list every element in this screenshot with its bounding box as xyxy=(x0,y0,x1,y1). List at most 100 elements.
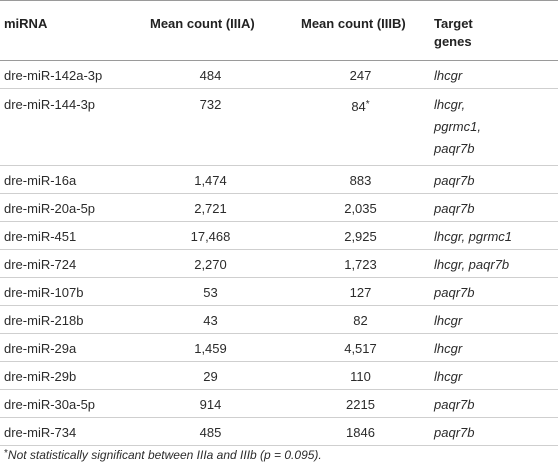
target-gene: lhcgr xyxy=(434,341,463,356)
target-gene: paqr7b xyxy=(434,285,475,300)
cell-mirna: dre-miR-724 xyxy=(4,257,77,272)
cell-mean-count-iiib: 1,723 xyxy=(287,250,432,278)
cell-mean-count-iiib: 883 xyxy=(287,166,432,194)
cell-mean-count-iiib: 1846 xyxy=(287,418,432,446)
header-target-line1: Target xyxy=(434,16,473,31)
cell-mean-count-iiib: 2,925 xyxy=(287,222,432,250)
cell-mean-count-iiib: 84* xyxy=(287,89,432,166)
target-gene: lhcgr, paqr7b xyxy=(434,257,510,272)
cell-target-genes: paqr7b xyxy=(432,418,558,446)
cell-mean-count-iiia: 43 xyxy=(203,313,218,328)
target-gene: pgrmc1, xyxy=(434,119,481,134)
table-row: dre-miR-142a-3p 484 247 lhcgr xyxy=(0,61,558,89)
header-row: miRNA Mean count (IIIA) Mean count (IIIB… xyxy=(0,0,558,61)
cell-mirna: dre-miR-29b xyxy=(4,369,77,384)
header-mirna: miRNA xyxy=(4,16,48,31)
cell-mean-count-iiib-value: 1846 xyxy=(346,425,375,440)
cell-mirna: dre-miR-734 xyxy=(4,425,77,440)
cell-mean-count-iiia: 914 xyxy=(199,397,222,412)
cell-mirna: dre-miR-144-3p xyxy=(4,97,96,112)
table-header: miRNA Mean count (IIIA) Mean count (IIIB… xyxy=(0,0,558,61)
header-mean-count-iiia: Mean count (IIIA) xyxy=(150,16,255,31)
target-gene: paqr7b xyxy=(434,201,475,216)
table-row: dre-miR-29b 29 110 lhcgr xyxy=(0,362,558,390)
target-gene: lhcgr xyxy=(434,68,463,83)
table-row: dre-miR-144-3p 732 84* lhcgr, pgrmc1, paqr7b xyxy=(0,89,558,166)
cell-mean-count-iiib: 4,517 xyxy=(287,334,432,362)
cell-mirna: dre-miR-218b xyxy=(4,313,84,328)
cell-mean-count-iiia: 2,721 xyxy=(194,201,227,216)
table-row: dre-miR-218b 43 82 lhcgr xyxy=(0,306,558,334)
mirna-table: miRNA Mean count (IIIA) Mean count (IIIB… xyxy=(0,0,558,446)
significance-marker: * xyxy=(365,99,370,110)
cell-target-genes: lhcgr, pgrmc1, paqr7b xyxy=(432,89,558,166)
cell-mean-count-iiia: 17,468 xyxy=(190,229,231,244)
cell-mean-count-iiib-value: 127 xyxy=(349,285,372,300)
cell-mirna: dre-miR-30a-5p xyxy=(4,397,96,412)
cell-target-genes: paqr7b xyxy=(432,390,558,418)
table-row: dre-miR-451 17,468 2,925 lhcgr, pgrmc1 xyxy=(0,222,558,250)
cell-mean-count-iiib-value: 84 xyxy=(351,99,366,114)
cell-mirna: dre-miR-29a xyxy=(4,341,77,356)
cell-mirna: dre-miR-142a-3p xyxy=(4,68,103,83)
cell-mirna: dre-miR-107b xyxy=(4,285,84,300)
cell-mean-count-iiib: 110 xyxy=(287,362,432,390)
header-mean-count-iiib: Mean count (IIIB) xyxy=(301,16,406,31)
footnote-marker: * xyxy=(4,448,8,459)
table-row: dre-miR-734 485 1846 paqr7b xyxy=(0,418,558,446)
table-row: dre-miR-724 2,270 1,723 lhcgr, paqr7b xyxy=(0,250,558,278)
cell-target-genes: lhcgr xyxy=(432,362,558,390)
target-gene: paqr7b xyxy=(434,141,475,156)
table-footnote: *Not statistically significant between I… xyxy=(4,448,322,462)
cell-mean-count-iiib-value: 2,035 xyxy=(344,201,377,216)
cell-target-genes: paqr7b xyxy=(432,278,558,306)
target-gene: paqr7b xyxy=(434,173,475,188)
cell-target-genes: lhcgr xyxy=(432,61,558,89)
cell-target-genes: paqr7b xyxy=(432,194,558,222)
cell-mirna: dre-miR-16a xyxy=(4,173,77,188)
cell-mean-count-iiib-value: 247 xyxy=(349,68,372,83)
table-row: dre-miR-30a-5p 914 2215 paqr7b xyxy=(0,390,558,418)
table-row: dre-miR-29a 1,459 4,517 lhcgr xyxy=(0,334,558,362)
target-gene: lhcgr xyxy=(434,369,463,384)
cell-mean-count-iiib: 2,035 xyxy=(287,194,432,222)
cell-target-genes: lhcgr, pgrmc1 xyxy=(432,222,558,250)
table-body: dre-miR-142a-3p 484 247 lhcgr dre-miR-144-3p… xyxy=(0,61,558,446)
cell-mean-count-iiib: 127 xyxy=(287,278,432,306)
cell-mean-count-iiia: 485 xyxy=(199,425,222,440)
cell-mean-count-iiib-value: 4,517 xyxy=(344,341,377,356)
cell-mean-count-iiia: 1,474 xyxy=(194,173,227,188)
cell-target-genes: lhcgr xyxy=(432,334,558,362)
table-row: dre-miR-20a-5p 2,721 2,035 paqr7b xyxy=(0,194,558,222)
cell-mean-count-iiib-value: 110 xyxy=(350,369,371,384)
table-row: dre-miR-16a 1,474 883 paqr7b xyxy=(0,166,558,194)
cell-mean-count-iiib: 247 xyxy=(287,61,432,89)
target-gene: lhcgr, xyxy=(434,97,466,112)
table-row: dre-miR-107b 53 127 paqr7b xyxy=(0,278,558,306)
target-gene: paqr7b xyxy=(434,397,475,412)
cell-mean-count-iiia: 732 xyxy=(199,97,222,112)
cell-mean-count-iiia: 2,270 xyxy=(194,257,227,272)
cell-mean-count-iiib-value: 2215 xyxy=(346,397,375,412)
target-gene: lhcgr, pgrmc1 xyxy=(434,229,513,244)
cell-target-genes: lhcgr xyxy=(432,306,558,334)
cell-mirna: dre-miR-20a-5p xyxy=(4,201,96,216)
header-target-genes: Target genes xyxy=(432,1,558,61)
cell-target-genes: lhcgr, paqr7b xyxy=(432,250,558,278)
cell-mean-count-iiib-value: 883 xyxy=(349,173,372,188)
cell-mirna: dre-miR-451 xyxy=(4,229,77,244)
target-gene: paqr7b xyxy=(434,425,475,440)
cell-mean-count-iiib-value: 2,925 xyxy=(344,229,377,244)
cell-mean-count-iiia: 53 xyxy=(203,285,218,300)
cell-mean-count-iiia: 29 xyxy=(203,369,218,384)
cell-mean-count-iiia: 484 xyxy=(199,68,222,83)
mirna-table-container: miRNA Mean count (IIIA) Mean count (IIIB… xyxy=(0,0,558,446)
cell-mean-count-iiib: 82 xyxy=(287,306,432,334)
cell-mean-count-iiib-value: 82 xyxy=(353,313,368,328)
cell-mean-count-iiib-value: 1,723 xyxy=(344,257,377,272)
cell-target-genes: paqr7b xyxy=(432,166,558,194)
cell-mean-count-iiib: 2215 xyxy=(287,390,432,418)
footnote-text: Not statistically significant between II… xyxy=(7,448,322,462)
target-gene: lhcgr xyxy=(434,313,463,328)
cell-mean-count-iiia: 1,459 xyxy=(194,341,227,356)
